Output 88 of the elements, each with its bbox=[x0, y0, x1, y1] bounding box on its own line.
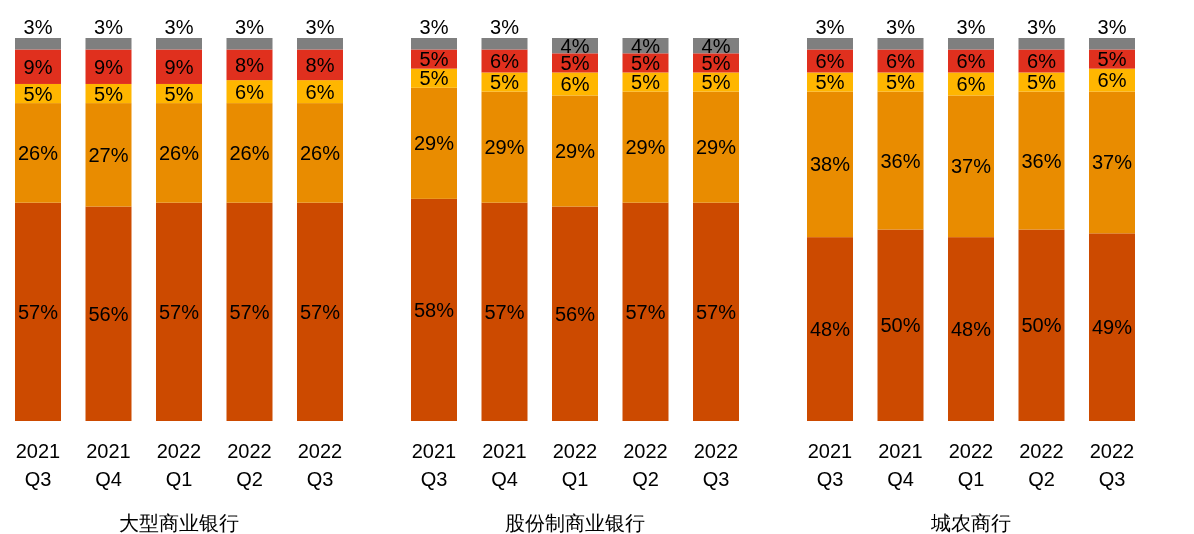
data-label: 26% bbox=[17, 141, 59, 164]
data-label: 3% bbox=[23, 16, 53, 38]
data-label: 5% bbox=[164, 82, 194, 105]
x-tick-label: 2021 Q3 bbox=[411, 440, 457, 490]
data-label: 5% bbox=[1097, 48, 1127, 71]
x-tick-label: 2021 Q3 bbox=[807, 440, 853, 490]
data-label: 5% bbox=[631, 71, 661, 94]
data-label: 29% bbox=[554, 139, 596, 162]
data-label: 3% bbox=[94, 16, 124, 38]
data-label: 37% bbox=[1091, 151, 1133, 174]
x-tick-label: 2022 Q2 bbox=[1019, 440, 1064, 490]
x-axis-title: 股份制商业银行 bbox=[505, 512, 645, 534]
x-tick-label: 2022 Q3 bbox=[297, 440, 343, 490]
data-label: 27% bbox=[88, 143, 129, 166]
data-label: 48% bbox=[950, 318, 992, 341]
x-tick-label: 2022 Q1 bbox=[156, 440, 202, 490]
x-tick-label: 2022 Q3 bbox=[693, 440, 739, 490]
data-label: 29% bbox=[625, 136, 666, 159]
data-label: 29% bbox=[484, 136, 525, 159]
data-label: 36% bbox=[1021, 149, 1062, 172]
data-label: 3% bbox=[419, 16, 449, 38]
data-label: 3% bbox=[235, 16, 265, 38]
x-tick-label: 2021 Q4 bbox=[878, 440, 923, 490]
data-label: 57% bbox=[299, 300, 341, 323]
data-label: 38% bbox=[809, 153, 851, 176]
data-label: 4% bbox=[701, 34, 731, 57]
data-label: 5% bbox=[701, 71, 731, 94]
data-label: 5% bbox=[94, 82, 124, 105]
data-label: 3% bbox=[1097, 16, 1127, 38]
x-tick-label: 2021 Q4 bbox=[482, 440, 527, 490]
x-tick-label: 2022 Q2 bbox=[623, 440, 668, 490]
x-tick-label: 2022 Q1 bbox=[552, 440, 598, 490]
data-label: 26% bbox=[158, 141, 200, 164]
data-label: 50% bbox=[1021, 314, 1062, 337]
data-label: 6% bbox=[815, 49, 845, 72]
data-label: 57% bbox=[625, 300, 666, 323]
data-label: 6% bbox=[956, 49, 986, 72]
x-tick-label: 2022 Q3 bbox=[1089, 440, 1135, 490]
data-label: 6% bbox=[1097, 69, 1127, 92]
data-label: 6% bbox=[235, 80, 265, 103]
data-label: 6% bbox=[886, 49, 916, 72]
x-tick-label: 2022 Q1 bbox=[948, 440, 994, 490]
data-label: 26% bbox=[229, 141, 270, 164]
data-label: 29% bbox=[695, 136, 737, 159]
data-label: 57% bbox=[17, 300, 59, 323]
data-label: 5% bbox=[886, 71, 916, 94]
data-label: 3% bbox=[886, 16, 916, 38]
data-label: 57% bbox=[229, 300, 270, 323]
x-tick-label: 2022 Q2 bbox=[227, 440, 272, 490]
data-label: 4% bbox=[631, 34, 661, 57]
x-axis-title: 大型商业银行 bbox=[119, 512, 239, 534]
data-label: 4% bbox=[560, 34, 590, 57]
data-label: 9% bbox=[23, 55, 53, 78]
data-label: 50% bbox=[880, 314, 921, 337]
data-label: 37% bbox=[950, 155, 992, 178]
data-label: 6% bbox=[560, 72, 590, 95]
data-label: 57% bbox=[158, 300, 200, 323]
data-label: 6% bbox=[305, 80, 335, 103]
data-label: 8% bbox=[305, 53, 335, 76]
data-label: 48% bbox=[809, 318, 851, 341]
data-label: 36% bbox=[880, 149, 921, 172]
data-label: 29% bbox=[413, 132, 455, 155]
data-label: 56% bbox=[554, 302, 596, 325]
data-label: 3% bbox=[164, 16, 194, 38]
data-label: 5% bbox=[490, 71, 520, 94]
data-label: 57% bbox=[695, 300, 737, 323]
data-label: 49% bbox=[1091, 316, 1133, 339]
data-label: 8% bbox=[235, 53, 265, 76]
data-label: 3% bbox=[1027, 16, 1057, 38]
x-tick-label: 2021 Q3 bbox=[15, 440, 61, 490]
x-axis-title: 城农商行 bbox=[930, 512, 1011, 534]
data-label: 3% bbox=[956, 16, 986, 38]
data-label: 58% bbox=[413, 298, 455, 321]
data-label: 9% bbox=[94, 55, 124, 78]
data-label: 6% bbox=[490, 49, 520, 72]
data-label: 6% bbox=[1027, 49, 1057, 72]
data-label: 5% bbox=[815, 71, 845, 94]
data-label: 5% bbox=[1027, 71, 1057, 94]
data-label: 6% bbox=[956, 72, 986, 95]
x-tick-label: 2021 Q4 bbox=[86, 440, 131, 490]
data-label: 3% bbox=[490, 16, 520, 38]
data-label: 3% bbox=[305, 16, 335, 38]
data-label: 57% bbox=[484, 300, 525, 323]
data-label: 5% bbox=[23, 82, 53, 105]
data-label: 3% bbox=[815, 16, 845, 38]
data-label: 56% bbox=[88, 302, 129, 325]
data-label: 9% bbox=[164, 55, 194, 78]
data-label: 26% bbox=[299, 141, 341, 164]
